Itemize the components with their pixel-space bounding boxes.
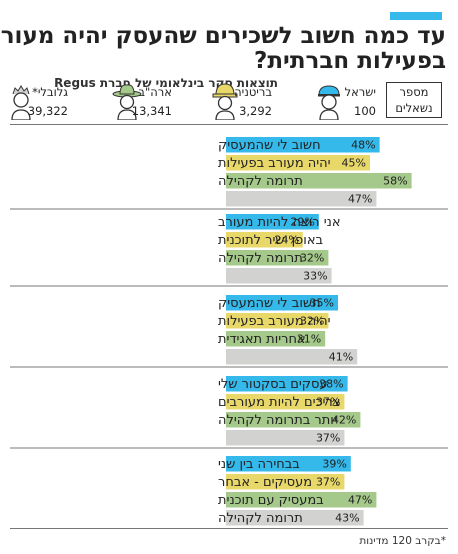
bar-value-label: 43% <box>335 512 359 525</box>
bar-value-label: 48% <box>351 139 375 152</box>
legend-count: 3,292 <box>239 104 272 118</box>
bar-global <box>226 268 332 284</box>
person-cowboy-hat-icon <box>112 84 142 120</box>
bar-usa <box>226 412 361 428</box>
bar-usa <box>226 331 326 347</box>
bar-value-label: 33% <box>303 270 327 283</box>
respondents-label-line-2: נשאלים <box>395 101 433 115</box>
chart-subtitle: תוצאות סקר בינלאומי של חברת Regus <box>54 76 278 90</box>
bar-britain <box>226 474 345 490</box>
category-label-line: אני רוצה להיות מעורב <box>218 215 341 230</box>
legend-divider <box>10 124 448 125</box>
bar-value-label: 41% <box>329 351 353 364</box>
category-label-line: באופן ישיר לתוכנית <box>218 233 323 248</box>
bar-usa <box>226 173 412 189</box>
bar-value-label: 32% <box>300 252 324 265</box>
bar-group: 48% 45% 58% 47% חשוב לי שהמעסיק יהיה מעורב בפ… <box>218 137 412 207</box>
bar-britain <box>226 232 303 248</box>
title-line-1: עד כמה חשוב לשכירים שהעסק יהיה מעורב <box>0 23 446 49</box>
bar-usa <box>226 250 329 266</box>
bar-value-label: 31% <box>297 333 321 346</box>
bar-value-label: 38% <box>319 378 343 391</box>
category-label-line: יותר בתרומה לקהילה <box>218 413 337 428</box>
category-label-line: יהיה מעורב בפעילות <box>218 314 331 329</box>
bar-israel <box>226 214 319 230</box>
bar-value-label: 39% <box>322 458 346 471</box>
bar-israel <box>226 137 380 153</box>
bar-global <box>226 430 345 446</box>
chart-title: עד כמה חשוב לשכירים שהעסק יהיה מעורב בפע… <box>0 24 446 74</box>
category-label-line: חשוב לי שהמעסיק <box>218 138 321 153</box>
bar-britain <box>226 394 345 410</box>
bar-israel <box>226 456 351 472</box>
bar-group: 29% 24%32% 33% אני רוצה להיות מעורב באופן יש… <box>218 214 341 284</box>
bar-value-label: 42% <box>332 414 356 427</box>
legend-item-global: גלובלי* 39,322 <box>8 80 68 120</box>
legend-item-israel: ישראל 100 <box>316 80 376 120</box>
bar-value-label: 47% <box>348 193 372 206</box>
bar-britain <box>226 155 370 171</box>
bar-britain <box>226 313 329 329</box>
category-label-line: מעסיקים - אבחר <box>218 475 312 490</box>
title-line-2: בפעילות חברתית? <box>254 48 446 74</box>
chart-bottom-divider <box>10 528 448 529</box>
bar-israel <box>226 295 338 311</box>
bar-value-label: 37% <box>316 476 340 489</box>
bar-value-label: 29% <box>290 216 314 229</box>
category-label-line: תרומה לקהילה <box>218 174 303 189</box>
bar-value-label: 24% <box>274 234 298 247</box>
category-label-line: יהיה מעורב בפעילות <box>218 156 331 171</box>
legend-name: ארה"ב <box>138 85 172 99</box>
bar-global <box>226 510 364 526</box>
footnote: *בקרב 120 מדינות <box>359 535 446 547</box>
legend-item-usa: ארה"ב 13,341 <box>112 80 172 120</box>
legend-item-britain: בריטניה 3,292 <box>212 80 272 120</box>
category-label-line: תרומה לקהילה <box>218 251 303 266</box>
bar-value-label: 35% <box>310 297 334 310</box>
bar-value-label: 58% <box>383 175 407 188</box>
bar-global <box>226 349 358 365</box>
category-label-line: בבחירה בין שני <box>218 457 300 472</box>
bar-group: 35% 32% 31% 41% חשוב לי שהמעסיק יהיה מעורב בפ… <box>218 295 358 365</box>
category-label-line: צריכים להיות מעורבים <box>218 395 340 410</box>
bar-value-label: 45% <box>342 157 366 170</box>
bar-value-label: 37% <box>316 396 340 409</box>
accent-bar <box>390 12 442 20</box>
person-cap-icon <box>318 85 340 120</box>
legend-count: 39,322 <box>27 104 68 118</box>
legend-name: גלובלי* <box>32 85 68 99</box>
bar-group: 38% 37% 42% 37% עסקים בסקטור שלי צריכים להיות… <box>218 376 361 446</box>
legend-count: 13,341 <box>131 104 172 118</box>
category-label-line: עסקים בסקטור שלי <box>218 377 328 392</box>
bar-group: 39% 37% 47% 43% בבחירה בין שני מעסיקים - אבחר… <box>218 456 377 526</box>
bar-usa <box>226 492 377 508</box>
legend-name: ישראל <box>344 85 376 99</box>
respondents-label-box: מספר נשאלים <box>386 82 442 118</box>
category-label-line: תרומה לקהילה <box>218 511 303 526</box>
person-hardhat-icon <box>212 83 238 120</box>
category-label-line: במעסיק עם תוכנית <box>218 493 324 508</box>
legend-name: בריטניה <box>234 85 272 99</box>
bar-value-label: 32% <box>300 315 324 328</box>
bar-value-label: 37% <box>316 432 340 445</box>
legend-count: 100 <box>354 104 376 118</box>
person-icon <box>11 85 31 120</box>
category-label-line: חשוב לי שהמעסיק <box>218 296 321 311</box>
category-label-line: אחריות תאגידית <box>218 332 306 347</box>
respondents-label-line-1: מספר <box>399 85 429 99</box>
bar-israel <box>226 376 348 392</box>
bar-global <box>226 191 377 207</box>
bar-value-label: 47% <box>348 494 372 507</box>
